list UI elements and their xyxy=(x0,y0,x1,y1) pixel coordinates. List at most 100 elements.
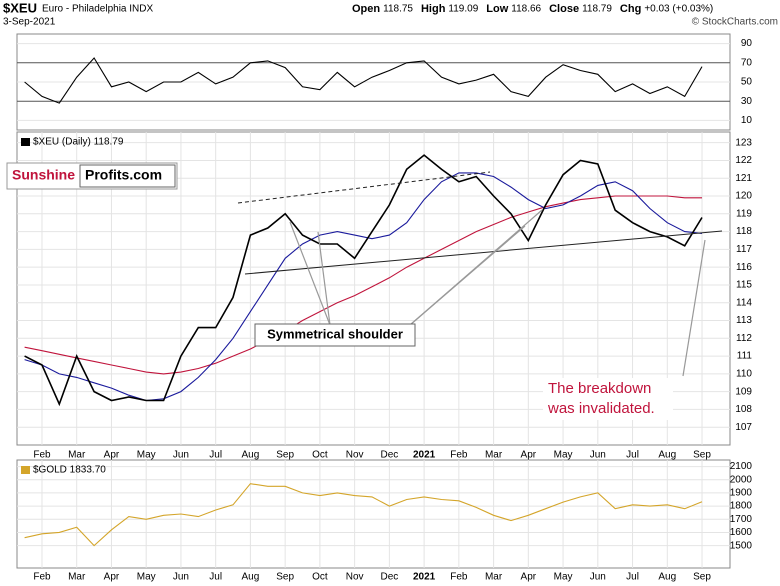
x-tick-label: Aug xyxy=(242,450,260,461)
x-tick-label: Mar xyxy=(68,572,86,583)
series-line xyxy=(24,195,702,375)
y-tick-label: 114 xyxy=(736,297,752,308)
x-tick-label: May xyxy=(137,572,156,583)
instrument-name: Euro - Philadelphia INDX xyxy=(42,4,153,15)
legend-entry: $GOLD 1833.70 xyxy=(33,465,106,476)
y-tick-label: 119 xyxy=(736,208,752,219)
y-tick-label: 116 xyxy=(736,262,752,273)
x-tick-label: Jul xyxy=(626,450,639,461)
y-tick-label: 112 xyxy=(736,333,752,344)
annotation-leaders xyxy=(289,209,706,377)
price-panel xyxy=(16,131,731,446)
y-tick-label: 123 xyxy=(735,137,752,148)
quote-label: Low xyxy=(486,3,508,15)
annotation-box xyxy=(543,378,673,420)
y-tick-label: 107 xyxy=(735,422,752,433)
x-tick-label: Sep xyxy=(276,450,294,461)
y-tick-label: 90 xyxy=(741,38,753,49)
y-tick-label: 122 xyxy=(735,155,752,166)
x-tick-label: Sep xyxy=(693,450,711,461)
x-tick-label: Oct xyxy=(312,572,328,583)
x-tick-label: Sep xyxy=(693,572,711,583)
quote-label: Open xyxy=(352,3,380,15)
x-tick-label: Aug xyxy=(658,572,676,583)
copyright: © StockCharts.com xyxy=(692,17,778,28)
quote-value: 118.79 xyxy=(582,4,612,15)
gold-panel xyxy=(16,459,731,569)
series-line xyxy=(24,172,703,402)
y-tick-label: 108 xyxy=(735,404,752,415)
neckline xyxy=(244,230,723,275)
logo-box xyxy=(79,164,176,188)
y-tick-label: 2000 xyxy=(730,474,753,485)
quote-label: Chg xyxy=(620,3,641,15)
resistance-line xyxy=(237,171,491,204)
x-tick-label: Oct xyxy=(312,450,328,461)
x-tick-label: Jun xyxy=(173,450,189,461)
y-tick-label: 1700 xyxy=(730,514,753,525)
logo-text: Profits.com xyxy=(85,167,162,183)
x-tick-label: Jul xyxy=(209,450,222,461)
x-tick-label: Dec xyxy=(380,450,398,461)
x-tick-label: Jun xyxy=(173,572,189,583)
x-tick-label: Sep xyxy=(276,572,294,583)
quote-value: 119.09 xyxy=(448,4,478,15)
x-tick-label: Jul xyxy=(626,572,639,583)
y-tick-label: 1600 xyxy=(730,527,753,538)
x-tick-label: Apr xyxy=(104,572,120,583)
x-tick-label: Aug xyxy=(242,572,260,583)
x-tick-label: Dec xyxy=(380,572,398,583)
x-tick-label: Apr xyxy=(104,450,120,461)
y-tick-label: 110 xyxy=(736,369,752,380)
x-tick-label: Feb xyxy=(450,572,468,583)
quote-value: 118.75 xyxy=(383,4,413,15)
y-tick-label: 115 xyxy=(736,280,752,291)
y-tick-label: 117 xyxy=(736,244,752,255)
x-tick-label: 2021 xyxy=(413,450,436,461)
annotation: was invalidated. xyxy=(547,400,655,417)
x-tick-label: Jun xyxy=(590,572,606,583)
quote-value: 118.66 xyxy=(511,4,541,15)
x-tick-label: Apr xyxy=(521,450,537,461)
quote-label: Close xyxy=(549,3,579,15)
y-tick-label: 30 xyxy=(741,96,753,107)
x-tick-label: Jun xyxy=(590,450,606,461)
date: 3-Sep-2021 xyxy=(3,17,56,28)
y-tick-label: 50 xyxy=(741,77,753,88)
x-tick-label: Jul xyxy=(209,572,222,583)
y-tick-label: 1800 xyxy=(730,501,753,512)
x-tick-label: Mar xyxy=(68,450,86,461)
y-tick-label: 109 xyxy=(735,386,752,397)
logo-text: Sunshine xyxy=(12,167,75,183)
x-tick-label: Apr xyxy=(521,572,537,583)
x-tick-label: Nov xyxy=(346,572,364,583)
y-tick-label: 121 xyxy=(735,173,752,184)
x-tick-label: Mar xyxy=(485,572,503,583)
x-tick-label: Feb xyxy=(33,572,51,583)
x-tick-label: Nov xyxy=(346,450,364,461)
x-tick-label: Aug xyxy=(658,450,676,461)
legend-swatch xyxy=(21,466,30,474)
y-tick-label: 2100 xyxy=(730,461,753,472)
quote-value: +0.03 (+0.03%) xyxy=(644,4,713,15)
y-tick-label: 113 xyxy=(736,315,752,326)
x-tick-label: May xyxy=(137,450,156,461)
x-tick-label: May xyxy=(554,572,573,583)
y-tick-label: 70 xyxy=(741,57,753,68)
y-tick-label: 1500 xyxy=(730,540,753,551)
annotation-box xyxy=(254,323,416,347)
y-tick-label: 118 xyxy=(736,226,752,237)
annotation: Symmetrical shoulder xyxy=(267,326,403,341)
legend-swatch xyxy=(21,138,30,146)
symbol: $XEU xyxy=(3,0,37,15)
y-tick-label: 10 xyxy=(741,115,753,126)
series-line xyxy=(24,57,703,104)
y-tick-label: 1900 xyxy=(730,488,753,499)
x-tick-label: May xyxy=(554,450,573,461)
y-tick-label: 111 xyxy=(737,351,753,362)
x-tick-label: Feb xyxy=(450,450,468,461)
x-tick-label: Feb xyxy=(33,450,51,461)
